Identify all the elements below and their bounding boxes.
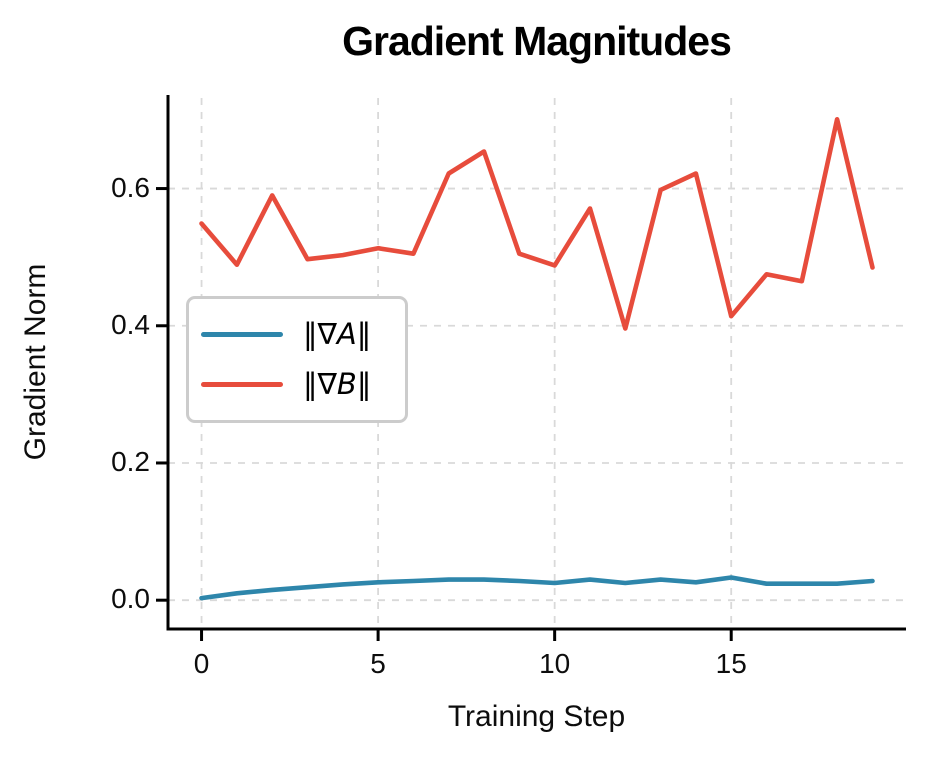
series-line-0	[199, 575, 875, 601]
x-tick-label: 10	[539, 648, 571, 679]
legend-label-grad-a: ‖∇A‖	[303, 317, 372, 351]
legend-entry-grad-b: ‖∇B‖	[201, 370, 405, 399]
y-tick-label: 0.4	[111, 308, 150, 340]
x-axis-label: Training Step	[447, 700, 626, 733]
series-line-1	[199, 117, 875, 331]
legend: ‖∇A‖ ‖∇B‖	[186, 296, 408, 423]
chart-title: Gradient Magnitudes	[342, 18, 732, 64]
x-tick-label: 5	[370, 648, 386, 679]
y-tick-label: 0.2	[111, 445, 150, 477]
x-tick-label: 0	[193, 648, 210, 679]
x-tick-label: 15	[715, 648, 747, 679]
y-tick-label: 0.6	[111, 171, 150, 203]
legend-line-sample-a	[201, 332, 283, 337]
legend-line-sample-b	[201, 382, 283, 387]
y-tick-label: 0.0	[111, 583, 150, 615]
y-axis-label: Gradient Norm	[19, 263, 52, 461]
legend-entry-grad-a: ‖∇A‖	[201, 320, 405, 349]
legend-label-grad-b: ‖∇B‖	[303, 367, 372, 401]
